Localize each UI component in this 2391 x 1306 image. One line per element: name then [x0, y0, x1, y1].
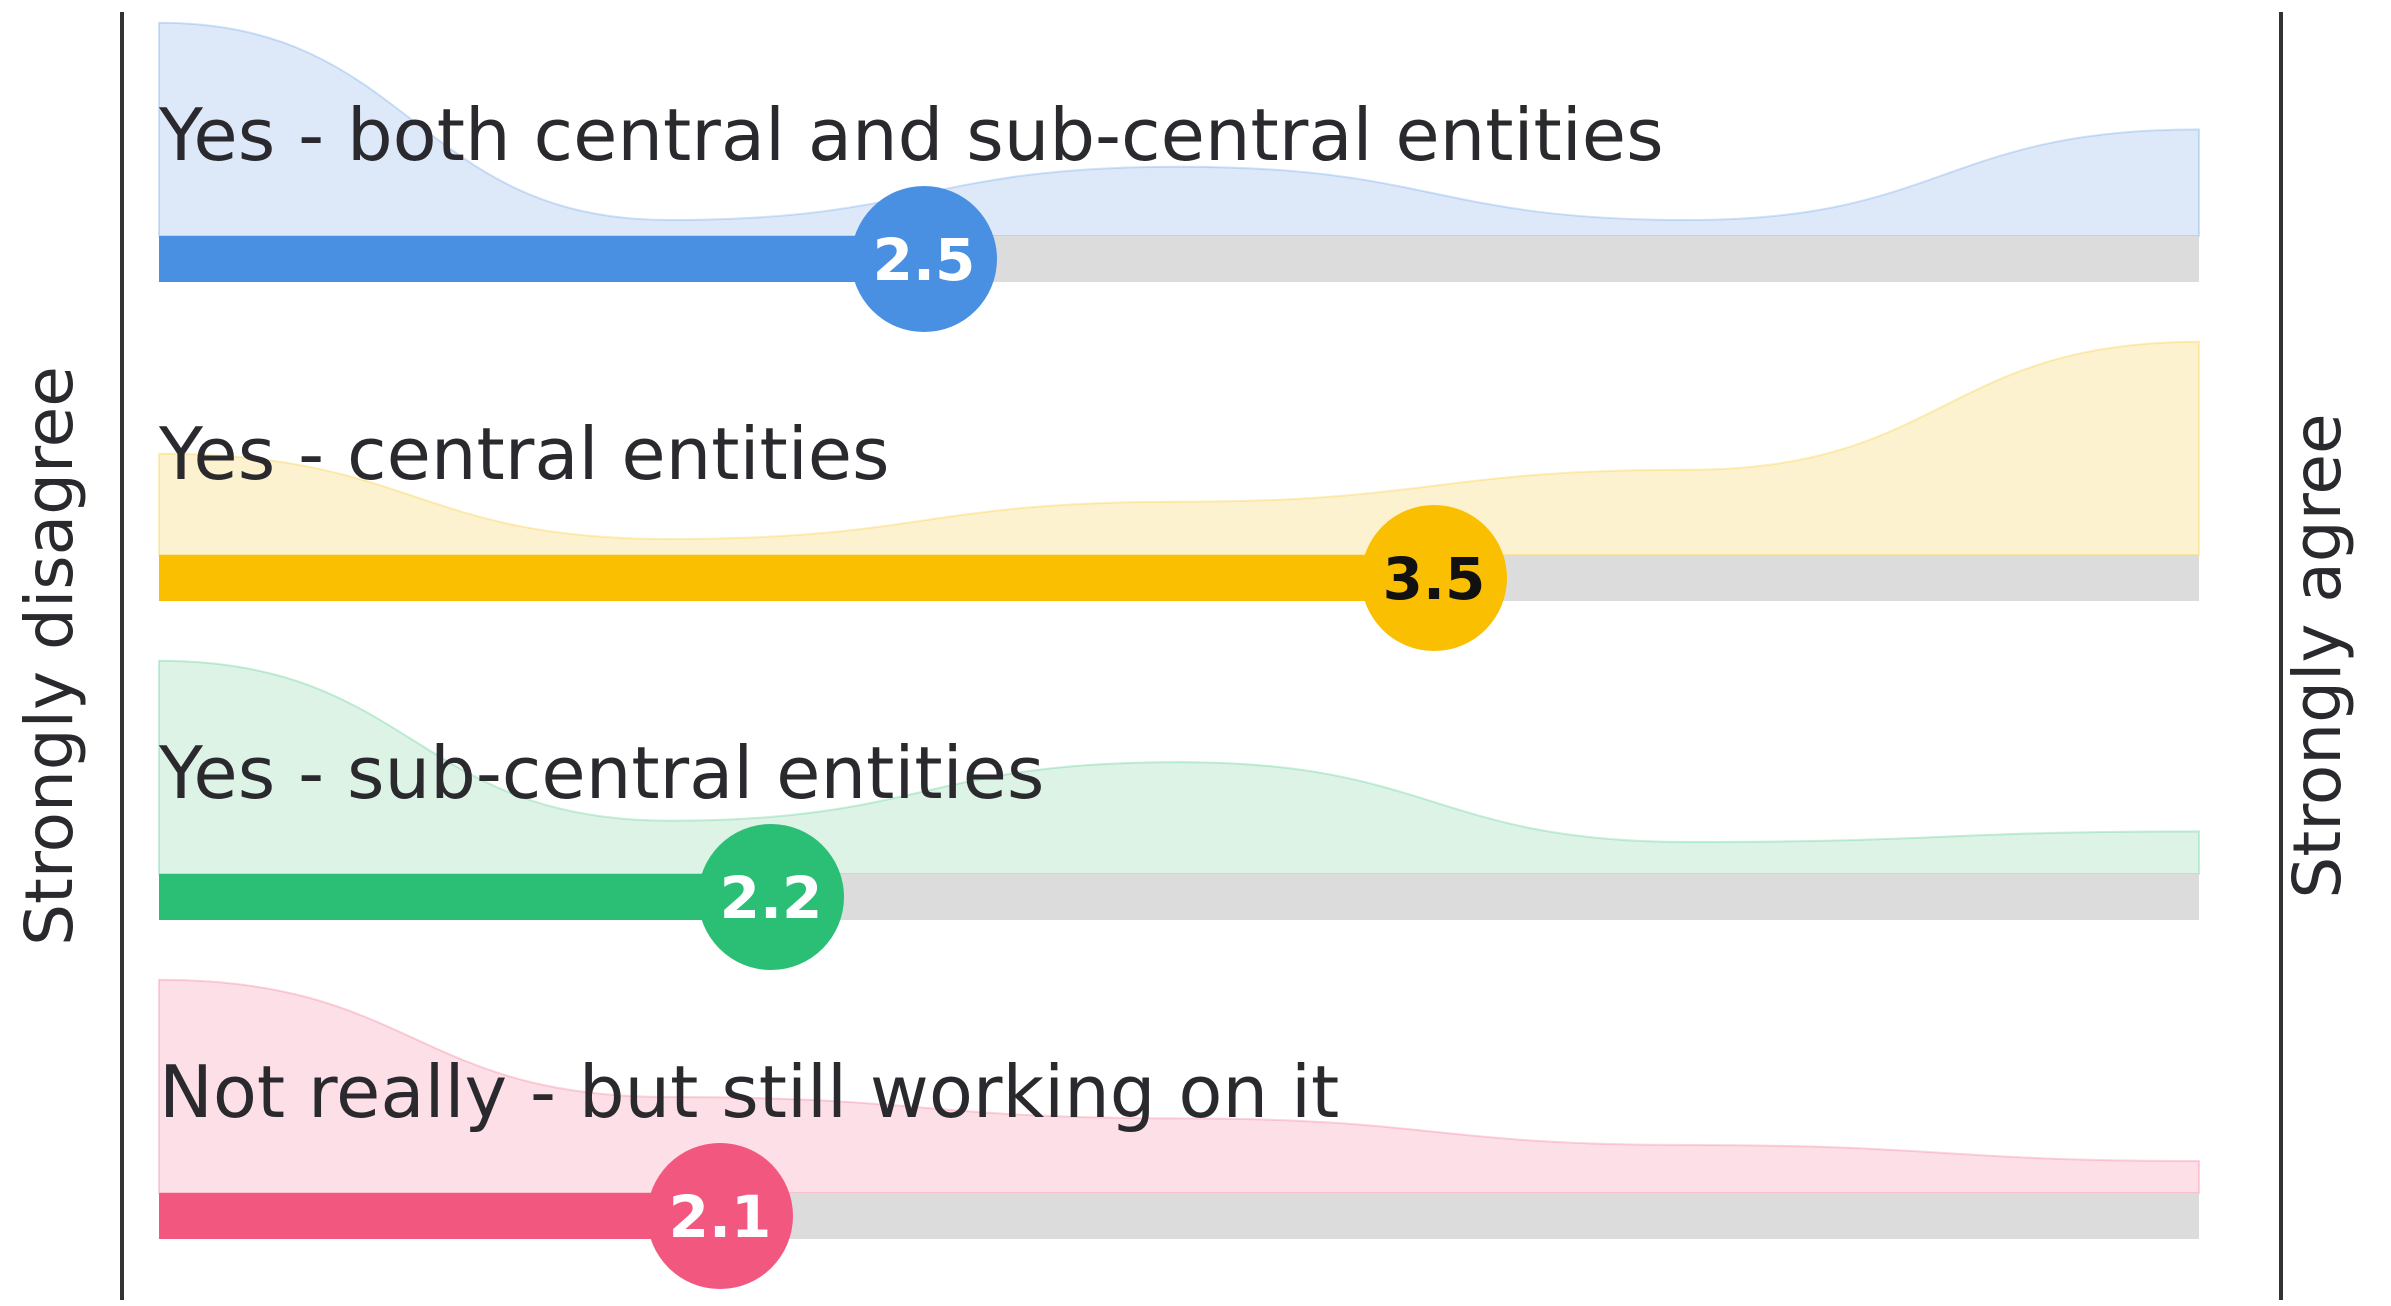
value-label: 3.5 [1383, 545, 1486, 613]
value-marker [851, 186, 997, 332]
bar [159, 236, 924, 282]
value-label: 2.1 [669, 1183, 772, 1251]
bar [159, 555, 1434, 601]
left-label: Strongly disagree [11, 366, 88, 946]
value-marker [698, 824, 844, 970]
value-marker [1361, 505, 1507, 651]
bar [159, 1193, 720, 1239]
option-label: Not really - but still working on it [159, 1050, 1339, 1134]
value-label: 2.5 [873, 226, 976, 294]
value-marker [647, 1143, 793, 1289]
distribution-area [158, 340, 2200, 556]
option-label: Yes - central entities [158, 412, 890, 496]
option-label: Yes - both central and sub-central entit… [158, 93, 1664, 177]
distribution-area [158, 21, 2200, 237]
distribution-area [158, 659, 2200, 875]
bar [159, 874, 771, 920]
value-label: 2.2 [720, 864, 823, 932]
distribution-area [158, 978, 2200, 1194]
option-label: Yes - sub-central entities [158, 731, 1044, 815]
right-label: Strongly agree [2279, 413, 2356, 898]
